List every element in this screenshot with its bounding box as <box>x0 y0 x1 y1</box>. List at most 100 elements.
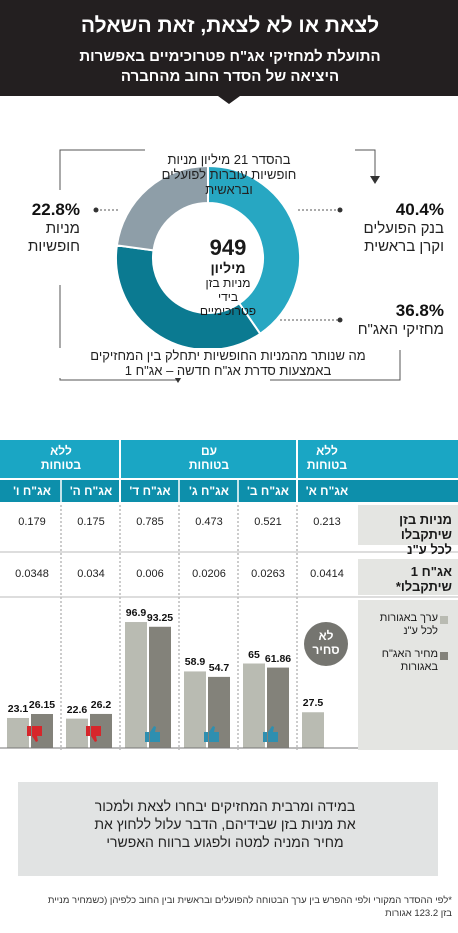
shares-value-f: 0.179 <box>18 516 46 528</box>
bar-price-label-2: 54.7 <box>208 661 230 674</box>
bottom-note-line1: מה שנותר מהמניות החופשיות יתחלק בין המחז… <box>90 348 366 363</box>
shares-value-e: 0.175 <box>77 516 105 528</box>
connector-bottom <box>59 285 401 381</box>
bar-value-3 <box>125 622 147 748</box>
shares-value-a: 0.213 <box>313 516 341 528</box>
bond1-value-e: 0.034 <box>77 568 105 580</box>
top-note-line2: חופשיות עוברות לפועלים <box>161 167 297 182</box>
center-line3: פטרוכימיים <box>199 304 257 318</box>
group-header-right-l1: ללא <box>316 444 338 458</box>
slice-label-holders: 36.8% מחזיקי האג"ח <box>344 301 444 339</box>
legend-bg <box>358 600 458 750</box>
bar-value-label-1: 65 <box>248 648 260 661</box>
bar-price-label-4: 26.2 <box>90 698 112 711</box>
bar-value-1 <box>243 663 265 748</box>
bar-price-label-5: 26.15 <box>28 699 56 711</box>
legend-value-l2: לכל ע"נ <box>403 625 438 637</box>
bar-price-label-3: 93.25 <box>146 611 174 624</box>
bar-price-3 <box>149 626 171 748</box>
group-header-left-l2: בטוחות <box>40 458 82 472</box>
group-header-left: ללא בטוחות <box>2 444 120 472</box>
page-subtitle-line1: התועלת למחזיקי אג"ח פטרוכימיים באפשרות <box>79 48 381 65</box>
shares-value-b: 0.521 <box>254 516 282 528</box>
callout-line1: במידה ומרבית המחזיקים יבחרו לצאת ולמכור <box>94 798 356 814</box>
bar-value-0 <box>302 712 324 748</box>
row-label-shares-l2: שיתקבלו <box>400 527 452 542</box>
slice-label-bank: 40.4% בנק הפועלים וקרן בראשית <box>344 200 444 256</box>
col-header-a: אג"ח א' <box>305 484 349 498</box>
col-header-c: אג"ח ג' <box>189 484 229 498</box>
donut-center: 949 מיליון מניות בזן בידי פטרוכימיים <box>158 235 298 319</box>
bar-value-label-3: 96.9 <box>125 607 147 620</box>
bar-value-label-5: 23.1 <box>7 702 29 715</box>
slice-pct-free: 22.8% <box>31 200 80 219</box>
col-header-d: אג"ח ד' <box>129 484 171 498</box>
legend-swatch-price <box>440 652 448 660</box>
thumb-up-icon <box>204 726 219 742</box>
bond1-value-a: 0.0414 <box>310 568 344 580</box>
callout-text: במידה ומרבית המחזיקים יבחרו לצאת ולמכור … <box>40 797 410 851</box>
page-subtitle-line2: היציאה של הסדר החוב מהחברה <box>120 68 340 85</box>
slice-label-free: 22.8% מניות חופשיות <box>10 200 80 256</box>
bond1-value-c: 0.0206 <box>192 568 226 580</box>
bar-value-label-0: 27.5 <box>302 697 324 710</box>
legend-swatch-value <box>440 616 448 624</box>
row-label-shares-l3: לכל ע"נ <box>407 542 452 557</box>
group-header-left-l1: ללא <box>50 444 72 458</box>
bond1-value-b: 0.0263 <box>251 568 285 580</box>
slice-name-free-l1: מניות <box>45 220 80 237</box>
legend-value: ערך באגורות לכל ע"נ <box>366 612 438 638</box>
shares-value-d: 0.785 <box>136 516 164 528</box>
header-banner <box>0 0 458 104</box>
bar-value-label-2: 58.9 <box>184 656 206 669</box>
bottom-note-line2: באמצעות סדרת אג"ח חדשה – אג"ח 1 <box>124 363 332 378</box>
group-header-middle-l1: עם <box>200 444 218 458</box>
header-band-bonds <box>0 480 458 502</box>
slice-pct-holders: 36.8% <box>395 301 444 320</box>
footnote: *לפי ההסדר המקורי ולפי ההפרש בין ערך הבט… <box>6 894 452 920</box>
center-line2: בידי <box>217 290 239 304</box>
callout-line3: מחיר המניה למטה ולפגוע ברווח האפשרי <box>106 834 344 850</box>
thumb-down-icon <box>86 726 101 742</box>
donut-slice-bank <box>207 164 301 336</box>
bar-price-label-1: 61.86 <box>264 652 292 665</box>
header-band-groups <box>0 440 458 478</box>
thumb-up-icon <box>145 726 160 742</box>
top-note-line1: בהסדר 21 מיליון מניות <box>167 152 291 167</box>
donut-bottom-note: מה שנותר מהמניות החופשיות יתחלק בין המחז… <box>58 348 398 378</box>
arrow-top-right <box>370 176 380 184</box>
group-header-right: ללא בטוחות <box>298 444 356 472</box>
slice-name-bank-l2: וקרן בראשית <box>364 238 444 255</box>
footnote-line1: *לפי ההסדר המקורי ולפי ההפרש בין ערך הבט… <box>47 895 452 906</box>
connector-top-right <box>355 149 376 178</box>
group-header-middle-l2: בטוחות <box>188 458 230 472</box>
row-label-bond1-l2: שיתקבלו* <box>395 579 452 594</box>
page-title: לצאת או לא לצאת, זאת השאלה <box>80 14 380 37</box>
connector-top <box>59 149 145 190</box>
thumb-up-icon <box>263 726 278 742</box>
bar-value-2 <box>184 671 206 748</box>
bond1-value-d: 0.006 <box>136 568 164 580</box>
slice-name-free-l2: חופשיות <box>27 238 80 255</box>
col-header-f: אג"ח ו' <box>13 484 51 498</box>
shares-value-c: 0.473 <box>195 516 223 528</box>
slice-name-holders: מחזיקי האג"ח <box>357 321 444 338</box>
group-header-right-l2: בטוחות <box>306 458 348 472</box>
not-traded-l1: לא <box>318 629 334 643</box>
center-unit: מיליון <box>210 260 246 276</box>
row-label-shares: מניות בזן שיתקבלו לכל ע"נ <box>399 512 452 557</box>
center-value: 949 <box>209 235 247 260</box>
footnote-line2: בזן 123.2 אגורות <box>385 908 452 919</box>
bar-value-4 <box>66 718 88 748</box>
legend-price: מחיר האג"ח באגורות <box>366 648 438 674</box>
slice-pct-bank: 40.4% <box>395 200 444 219</box>
row-label-shares-l1: מניות בזן <box>399 512 452 527</box>
row-label-bond1-l1: אג"ח 1 <box>410 564 452 579</box>
not-traded-l2: סחיר <box>312 643 340 657</box>
top-note-line3: ובראשית <box>205 182 253 197</box>
not-traded-badge: לא סחיר <box>304 622 348 666</box>
bonds-table-chart <box>0 440 458 750</box>
donut-chart <box>59 149 401 383</box>
callout-box <box>18 782 438 876</box>
legend-price-l1: מחיר האג"ח <box>381 648 438 660</box>
